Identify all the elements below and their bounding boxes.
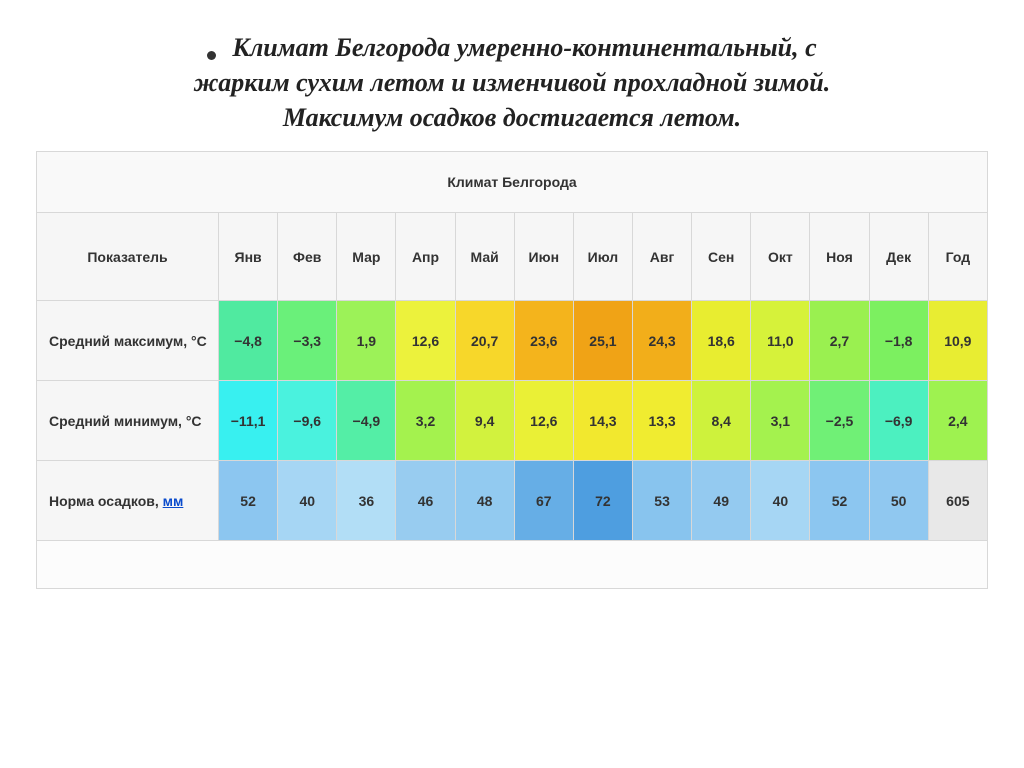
table-cell: 3,2 bbox=[396, 381, 455, 461]
table-cell: −4,9 bbox=[337, 381, 396, 461]
table-cell-year: 2,4 bbox=[928, 381, 987, 461]
table-cell: 53 bbox=[633, 461, 692, 541]
col-header-month: Июн bbox=[514, 213, 573, 301]
row-label: Норма осадков, мм bbox=[37, 461, 219, 541]
table-row: Средний минимум, °C−11,1−9,6−4,93,29,412… bbox=[37, 381, 988, 461]
col-header-month: Апр bbox=[396, 213, 455, 301]
table-cell: 52 bbox=[219, 461, 278, 541]
table-cell: 2,7 bbox=[810, 301, 869, 381]
heading-line-3: Максимум осадков достигается летом. bbox=[46, 100, 978, 135]
table-cell: −11,1 bbox=[219, 381, 278, 461]
table-subtitle: Климат Белгорода bbox=[37, 152, 988, 213]
table-cell: 48 bbox=[455, 461, 514, 541]
col-header-month: Июл bbox=[573, 213, 632, 301]
col-header-month: Мар bbox=[337, 213, 396, 301]
table-cell: 24,3 bbox=[633, 301, 692, 381]
table-cell: 3,1 bbox=[751, 381, 810, 461]
table-cell: 40 bbox=[751, 461, 810, 541]
table-cell-year: 605 bbox=[928, 461, 987, 541]
heading-line-1: Климат Белгорода умеренно-континентальны… bbox=[232, 30, 816, 65]
table-cell: −2,5 bbox=[810, 381, 869, 461]
table-cell: 9,4 bbox=[455, 381, 514, 461]
unit-link-mm[interactable]: мм bbox=[163, 493, 184, 509]
table-cell: 1,9 bbox=[337, 301, 396, 381]
table-cell: −3,3 bbox=[278, 301, 337, 381]
table-row: Средний максимум, °C−4,8−3,31,912,620,72… bbox=[37, 301, 988, 381]
col-header-month: Май bbox=[455, 213, 514, 301]
table-cell: 23,6 bbox=[514, 301, 573, 381]
table-row: Норма осадков, мм52403646486772534940525… bbox=[37, 461, 988, 541]
table-cell: 12,6 bbox=[396, 301, 455, 381]
row-label: Средний максимум, °C bbox=[37, 301, 219, 381]
table-cell: 13,3 bbox=[633, 381, 692, 461]
table-cell: 14,3 bbox=[573, 381, 632, 461]
table-cell: 12,6 bbox=[514, 381, 573, 461]
slide-heading: Климат Белгорода умеренно-континентальны… bbox=[46, 30, 978, 135]
climate-table: Климат БелгородаПоказательЯнвФевМарАпрМа… bbox=[36, 151, 988, 589]
col-header-month: Дек bbox=[869, 213, 928, 301]
col-header-month: Фев bbox=[278, 213, 337, 301]
col-header-month: Янв bbox=[219, 213, 278, 301]
table-cell: 20,7 bbox=[455, 301, 514, 381]
table-cell: 46 bbox=[396, 461, 455, 541]
table-cell: −1,8 bbox=[869, 301, 928, 381]
table-cell: 11,0 bbox=[751, 301, 810, 381]
table-cell: 72 bbox=[573, 461, 632, 541]
col-header-month: Ноя bbox=[810, 213, 869, 301]
row-label: Средний минимум, °C bbox=[37, 381, 219, 461]
table-cell: −6,9 bbox=[869, 381, 928, 461]
col-header-indicator: Показатель bbox=[37, 213, 219, 301]
col-header-month: Авг bbox=[633, 213, 692, 301]
col-header-year: Год bbox=[928, 213, 987, 301]
col-header-month: Сен bbox=[692, 213, 751, 301]
table-cell-year: 10,9 bbox=[928, 301, 987, 381]
heading-line-2: жарким сухим летом и изменчивой прохладн… bbox=[46, 65, 978, 100]
table-cell: 50 bbox=[869, 461, 928, 541]
bullet-icon bbox=[207, 51, 216, 60]
table-footer-empty bbox=[37, 541, 988, 589]
col-header-month: Окт bbox=[751, 213, 810, 301]
table-cell: 8,4 bbox=[692, 381, 751, 461]
table-cell: −9,6 bbox=[278, 381, 337, 461]
table-cell: 40 bbox=[278, 461, 337, 541]
table-cell: 49 bbox=[692, 461, 751, 541]
table-cell: 25,1 bbox=[573, 301, 632, 381]
table-cell: 18,6 bbox=[692, 301, 751, 381]
table-cell: 36 bbox=[337, 461, 396, 541]
table-cell: 67 bbox=[514, 461, 573, 541]
table-cell: −4,8 bbox=[219, 301, 278, 381]
table-cell: 52 bbox=[810, 461, 869, 541]
